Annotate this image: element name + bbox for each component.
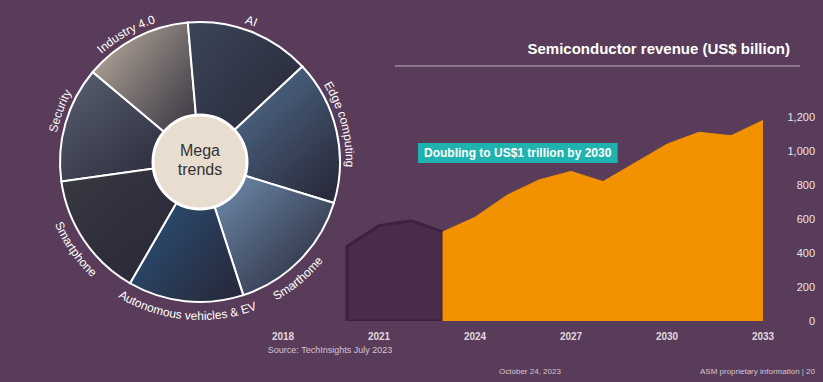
- y-tick-label: 1,000: [787, 145, 815, 157]
- x-tick-label: 2018: [272, 331, 295, 342]
- center-circle: [153, 115, 247, 209]
- x-tick-label: 2021: [368, 331, 391, 342]
- y-tick-label: 200: [797, 281, 815, 293]
- x-tick-label: 2027: [560, 331, 583, 342]
- title-rule: [395, 66, 800, 67]
- trend-label: Autonomous vehicles & EV: [116, 288, 258, 324]
- y-tick-label: 600: [797, 213, 815, 225]
- slide: 0 200 400 600 800 1,000 1,200 2018 2021 2024 2027 2…: [0, 0, 823, 382]
- plot-area: [347, 120, 763, 321]
- trend-label: Security: [46, 87, 74, 133]
- trend-label: Smarthome: [270, 254, 325, 304]
- trend-label: Industry 4.0: [94, 12, 157, 56]
- y-tick-label: 400: [797, 247, 815, 259]
- annotation-text: Doubling to US$1 trillion by 2030: [424, 146, 612, 160]
- y-tick-label: 1,200: [787, 111, 815, 123]
- area-series: [347, 221, 443, 321]
- center-label: Megatrends: [178, 142, 222, 178]
- y-tick-label: 800: [797, 179, 815, 191]
- trend-label: Smartphone: [52, 219, 100, 279]
- annotation: Doubling to US$1 trillion by 2030: [418, 143, 618, 163]
- trend-label: AI: [244, 13, 260, 30]
- x-tick-label: 2033: [752, 331, 775, 342]
- footer-info: ASM proprietary information | 20: [700, 367, 816, 376]
- background: [0, 0, 823, 382]
- mega-trends-collage: Megatrends Security Industry 4.0 AI Edge com…: [46, 12, 357, 323]
- y-tick-label: 0: [809, 315, 815, 327]
- x-tick-label: 2024: [464, 331, 487, 342]
- chart-title: Semiconductor revenue (US$ billion): [527, 40, 790, 57]
- source: Source: TechInsights July 2023: [268, 345, 392, 355]
- annotation-box: [418, 143, 618, 163]
- x-tick-label: 2030: [656, 331, 679, 342]
- trend-label: Edge computing: [321, 79, 357, 168]
- footer-date: October 24, 2023: [499, 367, 561, 376]
